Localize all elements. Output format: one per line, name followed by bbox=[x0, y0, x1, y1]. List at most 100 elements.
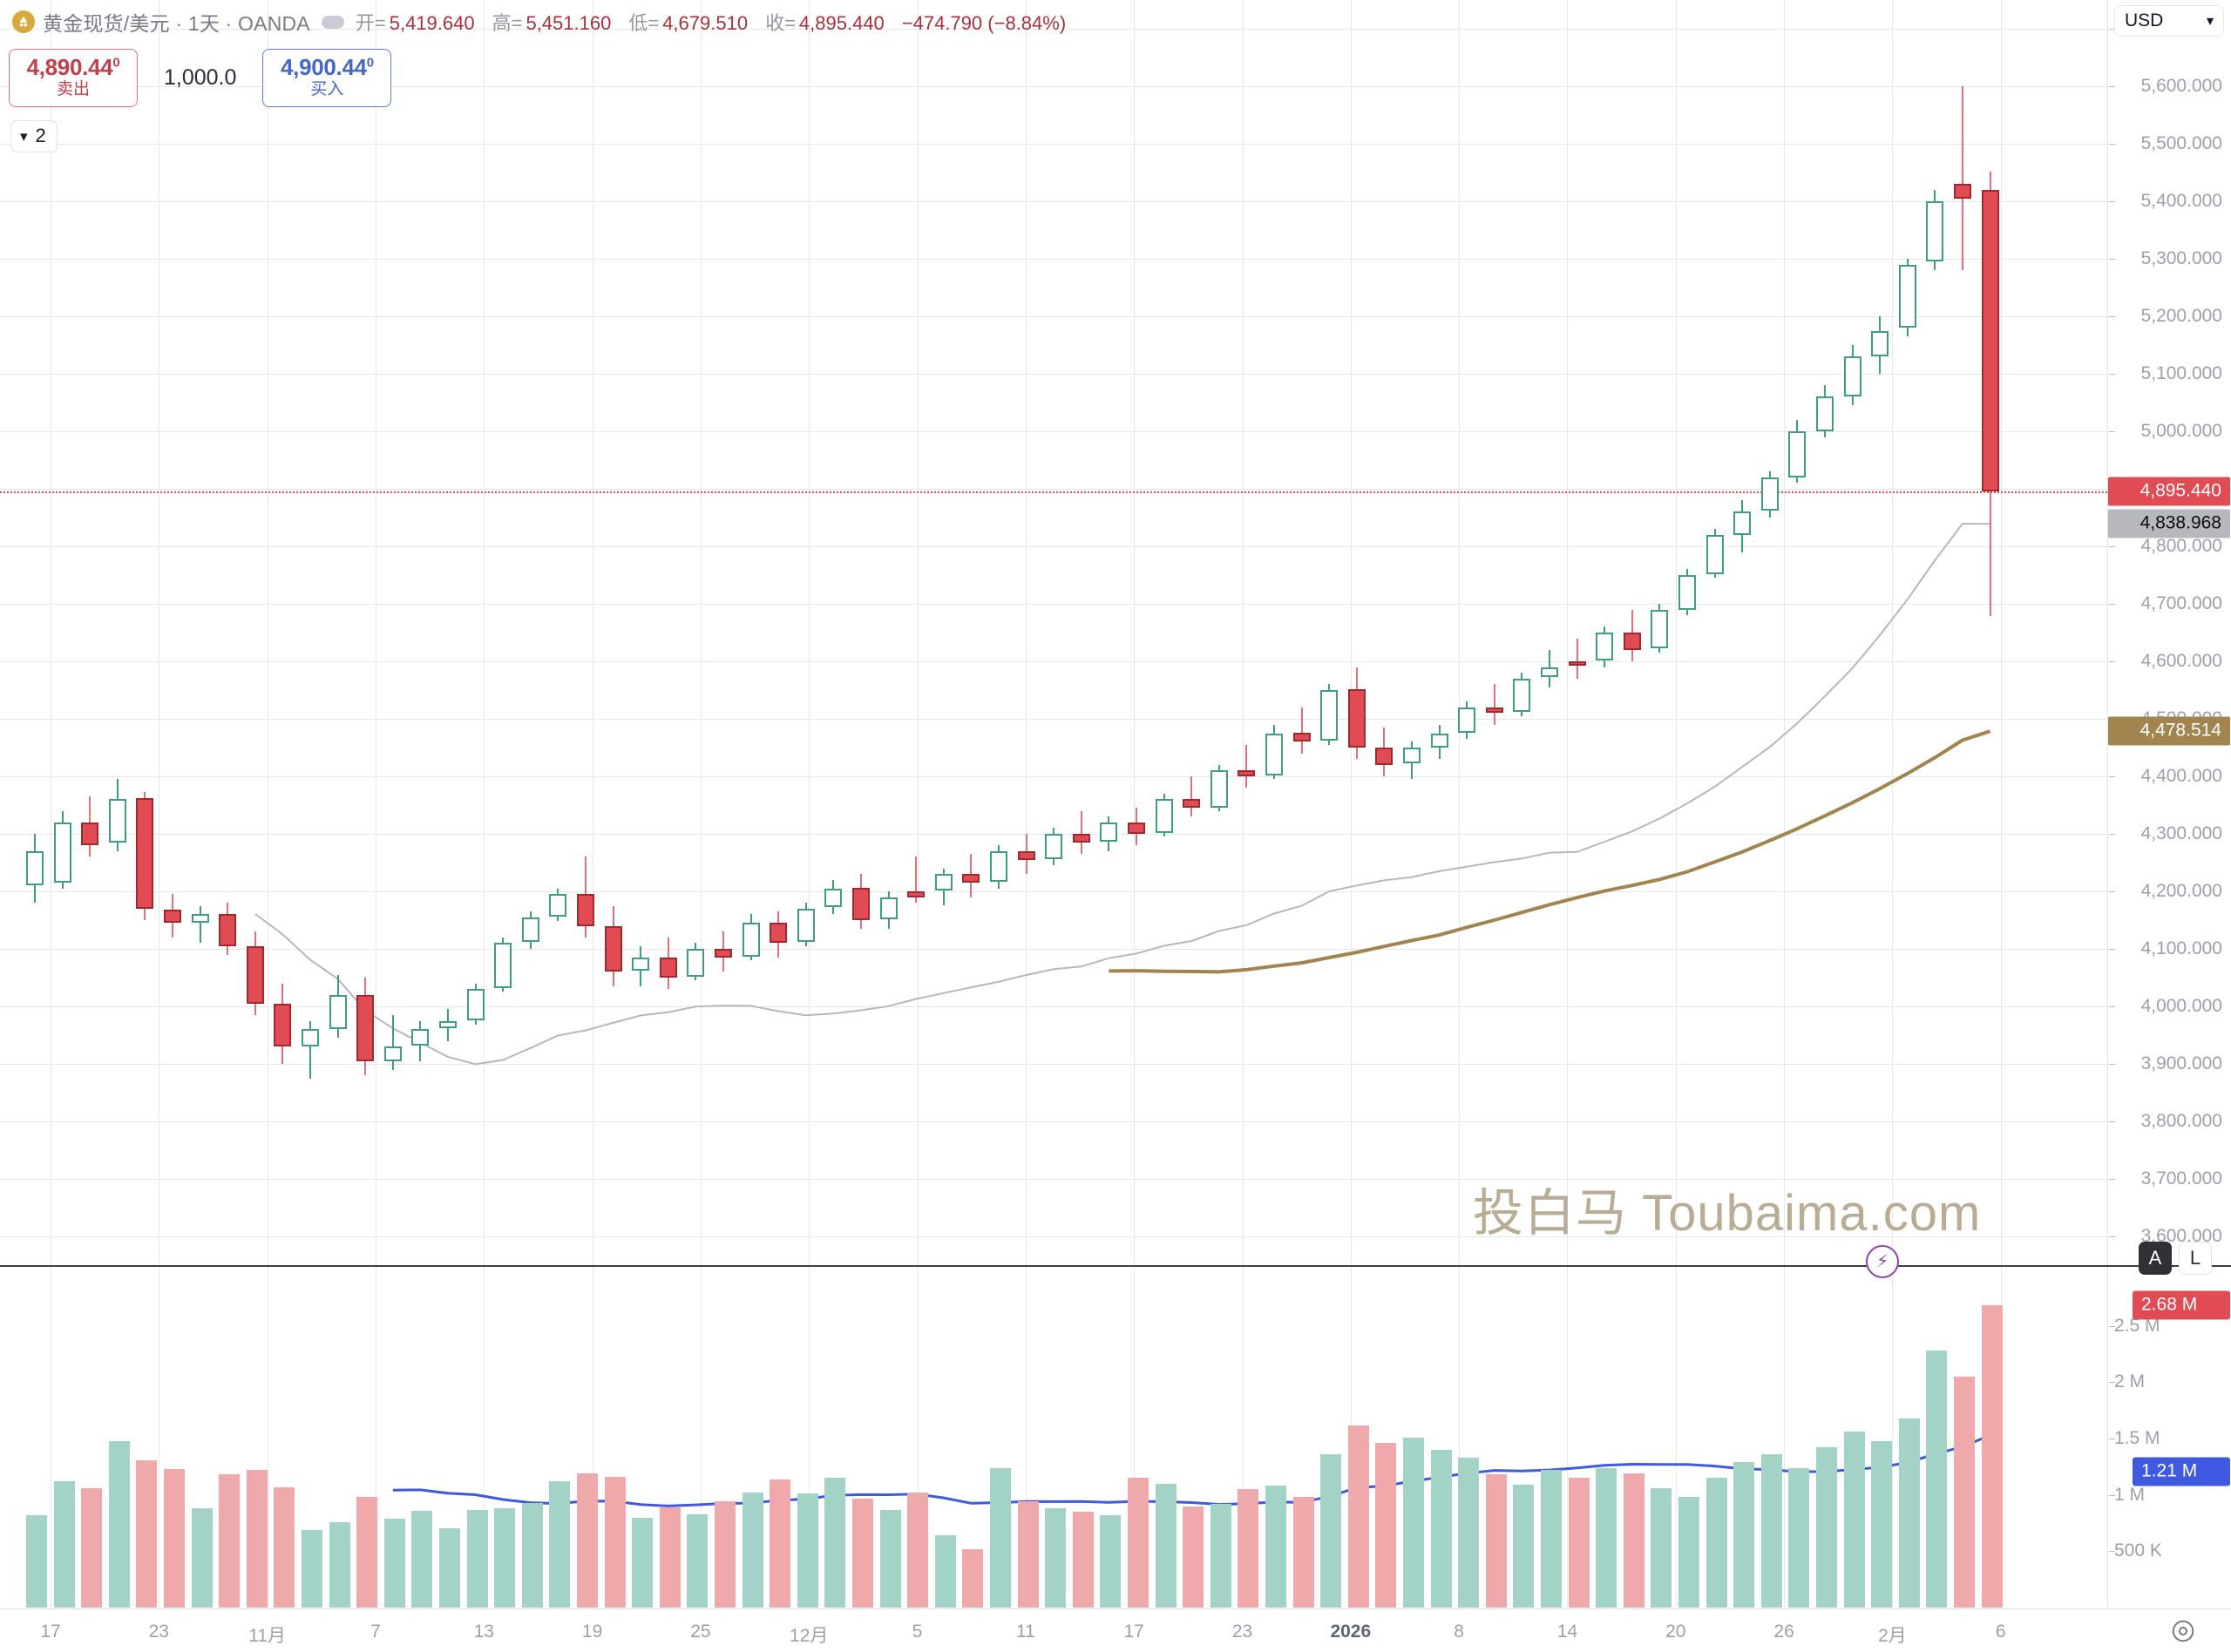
candle-body bbox=[1733, 511, 1752, 535]
volume-ma-badge[interactable]: 1.21 M bbox=[2133, 1457, 2230, 1486]
candle-body bbox=[1788, 431, 1807, 477]
ma-slow-badge[interactable]: 4,478.514 bbox=[2108, 716, 2230, 746]
volume-bar bbox=[770, 1479, 791, 1608]
last-price-badge[interactable]: 4,895.440 bbox=[2108, 477, 2230, 506]
candle-body bbox=[934, 874, 953, 890]
log-scale-button[interactable]: L bbox=[2179, 1242, 2212, 1275]
chevron-down-icon: ▾ bbox=[2206, 14, 2214, 29]
price-tick-label: 5,300.000 bbox=[2109, 248, 2222, 269]
volume-bar bbox=[1678, 1497, 1699, 1608]
volume-bar bbox=[907, 1493, 929, 1608]
volume-bar bbox=[1320, 1454, 1342, 1608]
candle-wick bbox=[1493, 684, 1495, 725]
candle-body bbox=[356, 994, 375, 1061]
volume-bar bbox=[715, 1501, 736, 1608]
volume-bar bbox=[1981, 1305, 2003, 1608]
volume-bar bbox=[1430, 1449, 1452, 1608]
price-tick-label: 5,000.000 bbox=[2109, 421, 2222, 442]
candle-body bbox=[521, 917, 539, 943]
volume-bar bbox=[1017, 1501, 1039, 1608]
candle-body bbox=[1485, 707, 1503, 714]
buy-button[interactable]: 4,900.440 买入 bbox=[262, 49, 392, 107]
time-tick-label: 2月 bbox=[1878, 1626, 1907, 1646]
ohlc-open: 开= 5,419.640 bbox=[355, 12, 475, 34]
tick-dash bbox=[2109, 1382, 2115, 1384]
pane-separator[interactable] bbox=[0, 1265, 2231, 1267]
time-scale[interactable]: 17 23 11月 7 13 19 25 12月 5 11 17 23 2026 8 14 20 26 2月 6 bbox=[0, 1608, 2231, 1652]
volume-bar bbox=[164, 1468, 185, 1608]
tick-dash bbox=[2109, 1551, 2115, 1553]
price-scale[interactable]: 5,700.0005,600.0005,500.0005,400.0005,30… bbox=[2107, 0, 2231, 1265]
tick-dash bbox=[2109, 144, 2115, 145]
candle-body bbox=[1430, 733, 1448, 748]
volume-bar bbox=[108, 1440, 130, 1608]
candle-body bbox=[990, 850, 1007, 883]
visibility-toggle-icon[interactable] bbox=[321, 15, 344, 29]
candle-wick bbox=[1576, 638, 1578, 679]
volume-bar bbox=[934, 1535, 956, 1608]
time-tick-label: 7 bbox=[370, 1622, 381, 1642]
candle-body bbox=[1568, 661, 1586, 667]
volume-bar bbox=[604, 1477, 626, 1608]
price-tick-label: 4,700.000 bbox=[2109, 593, 2222, 614]
candle-body bbox=[907, 891, 926, 897]
volume-scale[interactable]: 2.5 M 2 M 1.5 M 1 M 500 K 2.68 M 1.21 M bbox=[2107, 1267, 2231, 1608]
candle-body bbox=[1183, 799, 1201, 809]
volume-bar bbox=[246, 1469, 268, 1608]
volume-bar bbox=[53, 1481, 75, 1608]
volume-bar bbox=[962, 1548, 984, 1608]
candle-wick bbox=[1080, 810, 1082, 855]
ohlc-low: 低= 4,679.510 bbox=[628, 12, 749, 34]
volume-bar bbox=[383, 1518, 405, 1608]
candle-body bbox=[191, 914, 209, 923]
candle-body bbox=[1871, 330, 1889, 357]
time-tick-label: 20 bbox=[1665, 1622, 1686, 1642]
volume-last-badge[interactable]: 2.68 M bbox=[2133, 1290, 2230, 1320]
candle-body bbox=[770, 922, 788, 944]
time-tick-label: 23 bbox=[1231, 1622, 1253, 1642]
candle-body bbox=[108, 799, 126, 843]
lightning-bolt-icon[interactable]: ⚡ bbox=[1866, 1245, 1899, 1278]
price-tick-label: 4,300.000 bbox=[2109, 823, 2222, 844]
tick-dash bbox=[2109, 1006, 2115, 1007]
volume-ma-path bbox=[392, 1433, 1991, 1507]
volume-tick-label: 1.5 M bbox=[2109, 1428, 2222, 1449]
tick-dash bbox=[2109, 374, 2115, 375]
candle-body bbox=[577, 893, 594, 926]
candle-body bbox=[136, 798, 154, 909]
candle-body bbox=[1513, 678, 1531, 713]
sell-button[interactable]: 4,890.440 卖出 bbox=[9, 49, 138, 107]
chevron-down-icon: ▾ bbox=[20, 127, 28, 145]
candle-body bbox=[219, 914, 237, 946]
tick-dash bbox=[2109, 1325, 2115, 1327]
price-tick-label: 4,800.000 bbox=[2109, 536, 2222, 557]
price-tick-label: 5,600.000 bbox=[2109, 76, 2222, 97]
ma-fast-badge[interactable]: 4,838.968 bbox=[2108, 509, 2230, 538]
volume-tick-label: 1 M bbox=[2109, 1485, 2222, 1506]
clock-icon[interactable] bbox=[2170, 1618, 2196, 1644]
time-tick-label: 13 bbox=[473, 1622, 494, 1642]
candle-body bbox=[1954, 184, 1971, 199]
volume-bar bbox=[1072, 1512, 1094, 1608]
tick-dash bbox=[2109, 29, 2115, 30]
order-count-pill[interactable]: ▾ 2 bbox=[10, 120, 58, 152]
volume-bar bbox=[439, 1528, 460, 1608]
candle-body bbox=[1320, 690, 1339, 741]
candle-body bbox=[466, 989, 485, 1020]
volume-bar bbox=[1816, 1447, 1837, 1608]
volume-ma-line bbox=[392, 1433, 1991, 1507]
candle-body bbox=[1155, 799, 1173, 833]
candle-wick bbox=[1300, 707, 1303, 754]
ma-fast-line bbox=[254, 522, 1990, 1066]
auto-scale-button[interactable]: A bbox=[2139, 1242, 2172, 1275]
candle-body bbox=[1623, 633, 1641, 650]
order-count-value: 2 bbox=[35, 125, 46, 146]
buy-price: 4,900.440 bbox=[280, 54, 374, 80]
symbol-title[interactable]: 黄金现货/美元 · 1天 · OANDA bbox=[43, 12, 310, 35]
candle-body bbox=[1017, 850, 1035, 860]
currency-selector[interactable]: USD ▾ bbox=[2114, 5, 2224, 37]
volume-tick-label: 2.5 M bbox=[2109, 1316, 2222, 1337]
candle-body bbox=[1265, 733, 1283, 775]
quantity-field[interactable]: 1,000.0 bbox=[164, 64, 237, 90]
